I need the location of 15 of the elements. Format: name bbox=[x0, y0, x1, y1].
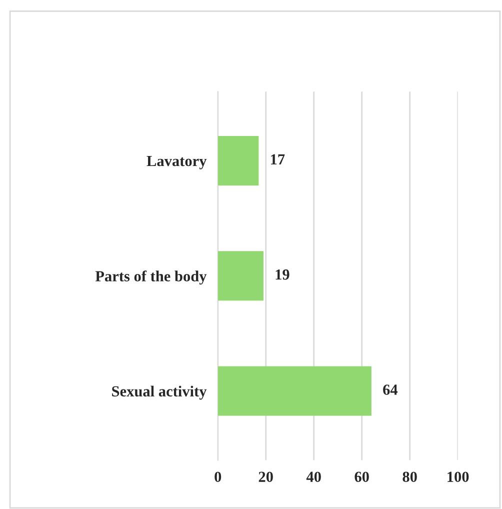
x-tick-label: 100 bbox=[448, 472, 469, 482]
data-label: 19 bbox=[276, 269, 290, 280]
data-label: 17 bbox=[270, 154, 285, 164]
x-tick-label: 0 bbox=[214, 472, 222, 482]
bar bbox=[218, 366, 372, 416]
x-tick-label: 60 bbox=[354, 472, 369, 482]
y-tick-label: Lavatory bbox=[146, 156, 207, 170]
y-tick-label: Sexual activity bbox=[112, 386, 207, 400]
y-tick-label: Parts of the body bbox=[95, 270, 207, 285]
x-tick-label: 80 bbox=[402, 472, 417, 482]
x-tick-label: 20 bbox=[258, 472, 273, 482]
data-label: 64 bbox=[383, 384, 398, 395]
bar bbox=[218, 136, 259, 186]
bar bbox=[218, 251, 264, 301]
x-tick-label: 40 bbox=[306, 472, 321, 482]
